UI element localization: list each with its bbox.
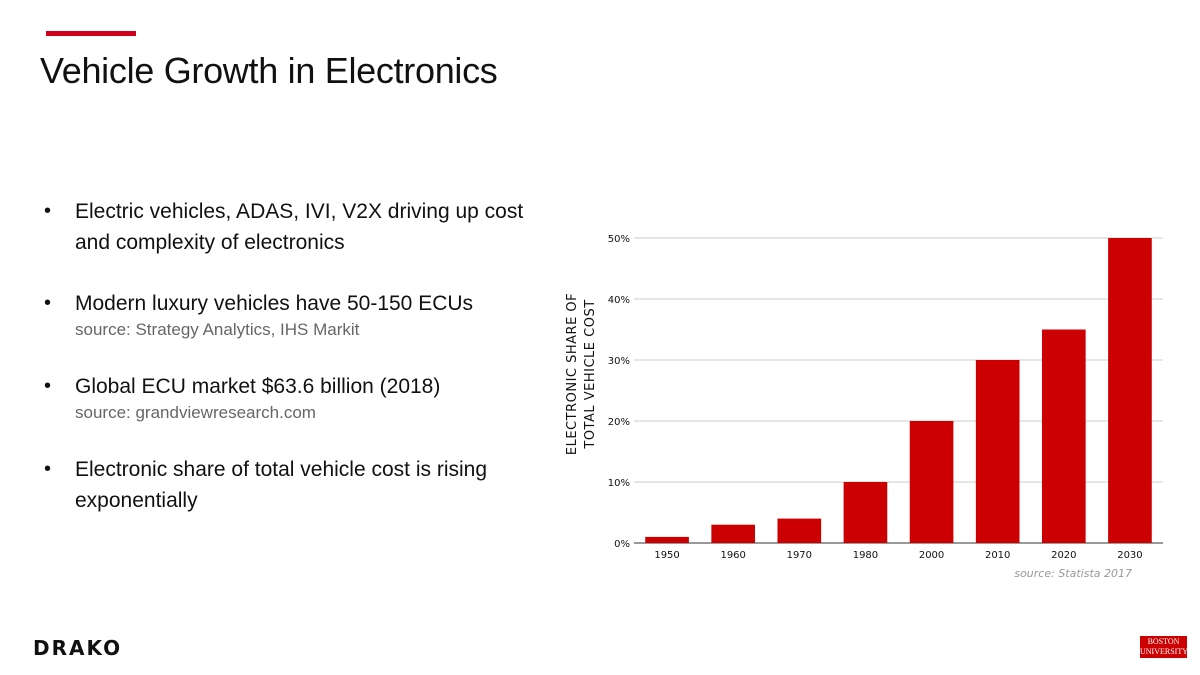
y-tick-label: 20%	[608, 417, 630, 428]
bar-1960	[711, 524, 756, 543]
y-axis-label-line-2: TOTAL VEHICLE COST	[583, 299, 598, 449]
bar-1950	[645, 536, 689, 543]
bullet-text: Electric vehicles, ADAS, IVI, V2X drivin…	[75, 200, 524, 254]
y-tick-label: 40%	[608, 295, 630, 306]
bar-1970	[777, 518, 822, 543]
x-tick-label: 1960	[720, 550, 745, 561]
y-tick-label: 0%	[614, 539, 630, 550]
y-tick-label: 30%	[608, 356, 630, 367]
bullet-item: • Electric vehicles, ADAS, IVI, V2X driv…	[44, 196, 544, 258]
bar-2010	[975, 360, 1020, 543]
bullet-text: Global ECU market $63.6 billion (2018)	[75, 375, 441, 398]
bar-1980	[843, 482, 888, 543]
bullet-list: • Electric vehicles, ADAS, IVI, V2X driv…	[44, 196, 544, 546]
x-tick-label: 1970	[787, 550, 812, 561]
bullet-dot-icon: •	[44, 292, 52, 314]
x-tick-label: 2020	[1051, 550, 1076, 561]
bullet-text: Electronic share of total vehicle cost i…	[75, 458, 488, 512]
bar-2000	[909, 421, 954, 543]
x-tick-label: 2010	[985, 550, 1010, 561]
boston-university-logo: BOSTON UNIVERSITY	[1140, 636, 1188, 658]
x-tick-label: 1950	[654, 550, 679, 561]
bullet-dot-icon: •	[44, 200, 52, 222]
y-tick-label: 10%	[608, 478, 630, 489]
drako-logo: DRAKO	[33, 636, 123, 660]
bar-2030	[1108, 238, 1152, 543]
x-tick-label: 2000	[919, 550, 944, 561]
y-tick-label: 50%	[608, 234, 630, 245]
bu-logo-line-2: UNIVERSITY	[1140, 647, 1188, 656]
bullet-source: source: Strategy Analytics, IHS Markit	[75, 320, 360, 339]
x-tick-label: 2030	[1117, 550, 1142, 561]
bullet-dot-icon: •	[44, 375, 52, 397]
slide-title: Vehicle Growth in Electronics	[40, 50, 498, 91]
bullet-dot-icon: •	[44, 458, 52, 480]
bar-2020	[1041, 329, 1086, 543]
bullet-item: • Global ECU market $63.6 billion (2018)…	[44, 371, 544, 424]
bullet-item: • Electronic share of total vehicle cost…	[44, 454, 544, 516]
y-axis-label-line-1: ELECTRONIC SHARE OF	[565, 293, 580, 455]
bullet-text: Modern luxury vehicles have 50-150 ECUs	[75, 292, 474, 315]
bar-chart: 0% 10% 20% 30% 40% 50% 1950 1960 1970 1980 2000 201…	[565, 234, 1163, 580]
title-accent-bar	[46, 31, 136, 36]
x-tick-label: 1980	[853, 550, 878, 561]
bullet-source: source: grandviewresearch.com	[75, 403, 316, 422]
chart-source-note: source: Statista 2017	[1014, 567, 1132, 580]
bullet-item: • Modern luxury vehicles have 50-150 ECU…	[44, 288, 544, 341]
bu-logo-line-1: BOSTON	[1147, 637, 1180, 646]
